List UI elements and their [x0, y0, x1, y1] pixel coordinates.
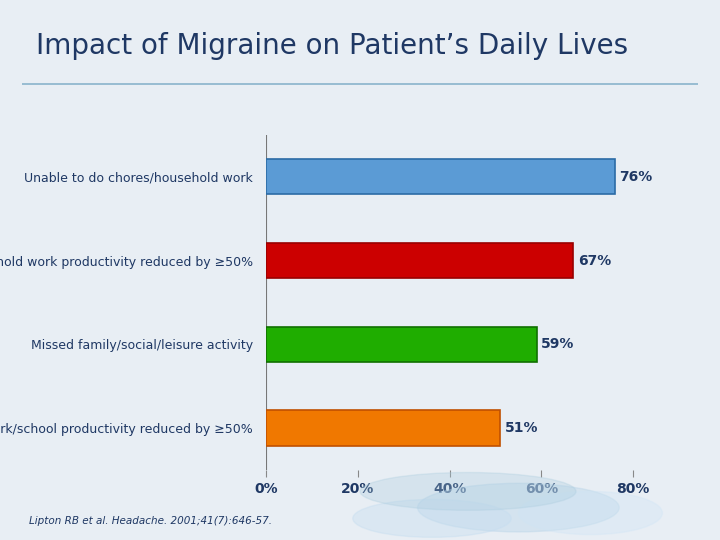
Bar [266, 243, 573, 278]
Ellipse shape [353, 500, 511, 537]
Text: Lipton RB et al. Headache. 2001;41(7):646-57.: Lipton RB et al. Headache. 2001;41(7):64… [29, 516, 272, 526]
Text: 67%: 67% [578, 254, 611, 267]
Ellipse shape [518, 491, 662, 535]
Text: 59%: 59% [541, 338, 575, 351]
Ellipse shape [418, 483, 619, 532]
Text: 51%: 51% [505, 421, 538, 435]
Bar [266, 327, 536, 362]
Bar [266, 410, 500, 445]
Text: Impact of Migraine on Patient’s Daily Lives: Impact of Migraine on Patient’s Daily Li… [36, 32, 628, 60]
Bar [266, 159, 615, 194]
Text: 76%: 76% [619, 170, 652, 184]
Ellipse shape [360, 472, 576, 510]
